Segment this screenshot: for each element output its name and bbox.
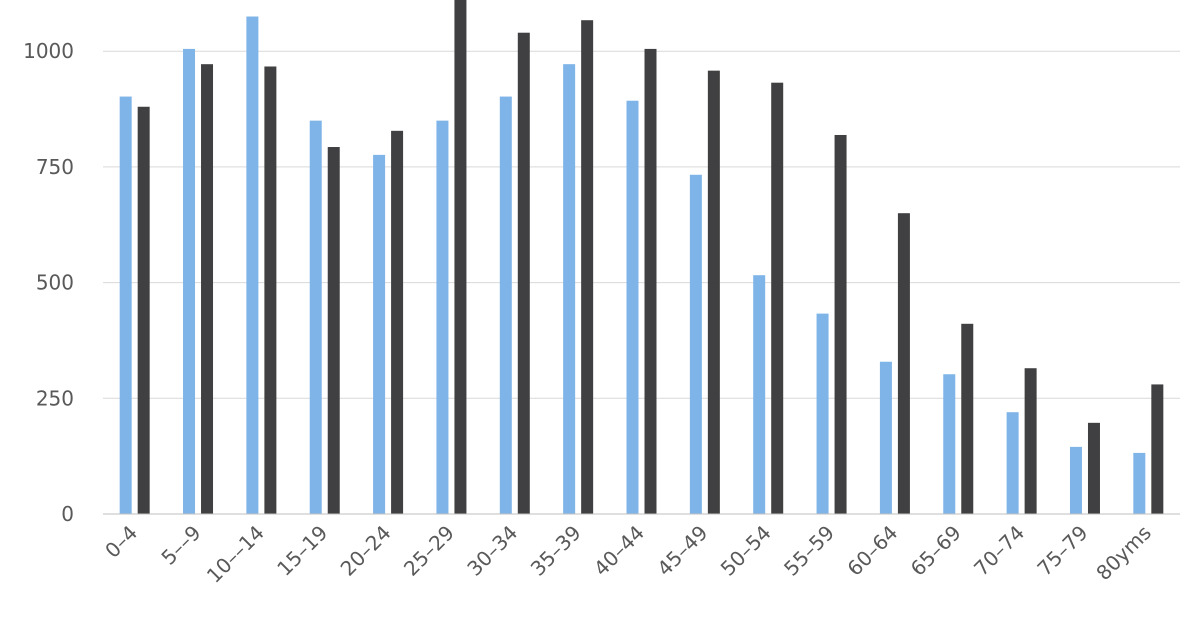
bar-series-1 (943, 374, 956, 514)
bar-series-1 (246, 16, 259, 515)
x-tick-label: 15–19 (272, 521, 332, 581)
x-tick-label: 20–24 (336, 521, 396, 581)
bars (119, 0, 1164, 515)
bar-series-1 (183, 48, 196, 515)
x-tick-label: 35–39 (526, 521, 586, 581)
bar-series-1 (499, 96, 512, 514)
x-tick-label: 55–59 (779, 521, 839, 581)
x-tick-label: 5––9 (156, 521, 205, 570)
bar-series-1 (1069, 446, 1082, 514)
bar-series-1 (119, 96, 132, 514)
y-tick-label: 0 (61, 502, 74, 526)
y-tick-label: 500 (36, 271, 74, 295)
bar-series-2 (137, 106, 150, 515)
x-tick-label: 0–4 (100, 521, 142, 563)
bar-series-2 (391, 130, 404, 514)
bar-series-2 (897, 213, 910, 515)
bar-series-1 (436, 120, 449, 514)
bar-series-1 (816, 313, 829, 514)
x-tick-label: 60–64 (842, 521, 902, 581)
bar-series-2 (454, 0, 467, 515)
bar-series-1 (373, 154, 386, 514)
bar-series-2 (834, 134, 847, 514)
bar-series-2 (517, 32, 530, 514)
x-tick-label: 40–44 (589, 521, 649, 581)
bar-series-1 (309, 120, 322, 514)
bar-series-2 (327, 147, 340, 514)
bar-series-2 (1024, 368, 1037, 514)
bar-series-2 (1087, 422, 1100, 514)
bar-series-2 (961, 323, 974, 514)
bar-series-1 (626, 100, 639, 515)
y-tick-label: 750 (36, 155, 74, 179)
x-tick-label: 70–74 (969, 521, 1029, 581)
gridlines (103, 50, 1180, 399)
bar-series-2 (264, 66, 277, 514)
y-tick-label: 250 (36, 386, 74, 410)
x-tick-label: 25–29 (399, 521, 459, 581)
bar-series-1 (753, 275, 766, 514)
bar-series-1 (563, 64, 576, 514)
x-tick-label: 30–34 (462, 521, 522, 581)
x-tick-label: 65–69 (906, 521, 966, 581)
bar-series-1 (879, 361, 892, 514)
bar-series-2 (771, 82, 784, 515)
bar-series-1 (689, 174, 702, 515)
y-axis-ticks: 0 250 500 750 1000 (23, 39, 74, 526)
bar-series-1 (1006, 412, 1019, 514)
x-tick-label: 50–54 (716, 521, 776, 581)
bar-series-2 (201, 64, 214, 514)
bar-series-1 (1133, 452, 1146, 514)
bar-series-2 (644, 48, 657, 515)
bar-series-2 (581, 20, 594, 515)
x-tick-label: 10––14 (202, 521, 269, 588)
bar-series-2 (1151, 384, 1164, 514)
x-axis-ticks: 0–4 5––910––14 15–19 20–24 25–29 30–34 35–39 40… (100, 521, 1156, 588)
x-tick-label: 75–79 (1032, 521, 1092, 581)
y-tick-label: 1000 (23, 39, 74, 63)
x-tick-label: 80yms (1091, 521, 1155, 585)
x-tick-label: 45–49 (652, 521, 712, 581)
bar-series-2 (707, 70, 720, 515)
